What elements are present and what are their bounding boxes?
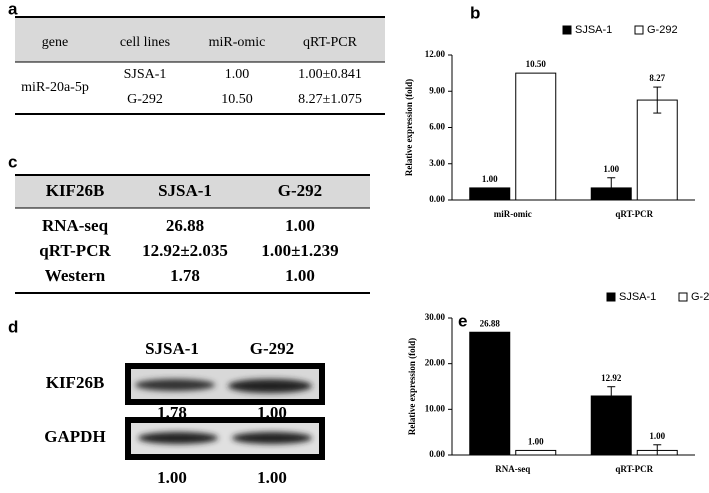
value-label: 1.00 — [603, 164, 619, 174]
table-cell: 10.50 — [221, 92, 253, 107]
value-label: 10.50 — [526, 59, 547, 69]
y-tick-label: 3.00 — [429, 158, 445, 168]
panel-label: d — [8, 317, 18, 336]
blot-band — [135, 379, 215, 391]
bar — [515, 449, 557, 456]
legend-label: SJSA-1 — [575, 24, 612, 36]
table-cell: 1.00 — [285, 266, 315, 285]
legend-label: G-292 — [691, 291, 709, 303]
bar — [469, 187, 511, 201]
legend-label: G-292 — [647, 24, 678, 36]
legend-label: SJSA-1 — [619, 291, 656, 303]
table-cell: miR-20a-5p — [21, 80, 89, 95]
table-cell: 1.78 — [170, 266, 200, 285]
table-cell: RNA-seq — [42, 216, 109, 235]
table-cell: 8.27±1.075 — [298, 92, 362, 107]
error-bar — [653, 444, 662, 455]
x-tick-label: RNA-seq — [495, 464, 530, 474]
blot-band — [138, 432, 218, 444]
value-label: 1.00 — [528, 436, 544, 446]
panel-label: e — [458, 311, 467, 330]
y-tick-label: 6.00 — [429, 122, 445, 132]
x-tick-label: miR-omic — [494, 209, 532, 219]
legend-swatch — [562, 25, 572, 35]
y-tick-label: 20.00 — [425, 358, 446, 368]
blot-label: GAPDH — [44, 427, 105, 446]
bar — [515, 72, 557, 201]
x-tick-label: qRT-PCR — [615, 209, 653, 219]
legend-swatch — [678, 292, 688, 302]
table-header: SJSA-1 — [158, 181, 212, 200]
blot-value: 1.00 — [257, 403, 287, 422]
value-label: 1.00 — [649, 431, 665, 441]
y-tick-label: 12.00 — [425, 49, 446, 59]
table-cell: 1.00 — [285, 216, 315, 235]
panel-label: b — [470, 3, 480, 22]
table-cell: 26.88 — [166, 216, 204, 235]
bar — [469, 331, 511, 456]
value-label: 1.00 — [482, 174, 498, 184]
table-header: cell lines — [120, 35, 170, 50]
y-tick-label: 9.00 — [429, 85, 445, 95]
table-header: KIF26B — [46, 181, 105, 200]
bar — [636, 99, 678, 201]
blot-band — [232, 432, 312, 444]
table-cell: G-292 — [127, 92, 163, 107]
blot-value: 1.00 — [157, 468, 187, 487]
panel-label: c — [8, 152, 17, 171]
table-cell: qRT-PCR — [39, 241, 111, 260]
table-cell: 1.00 — [225, 67, 250, 82]
blot-band — [228, 379, 312, 393]
legend-swatch — [634, 25, 644, 35]
legend-swatch — [606, 292, 616, 302]
error-bar — [653, 86, 662, 114]
y-tick-label: 0.00 — [429, 449, 445, 459]
value-label: 26.88 — [480, 318, 501, 328]
y-tick-label: 0.00 — [429, 194, 445, 204]
y-tick-label: 30.00 — [425, 312, 446, 322]
table-cell: SJSA-1 — [124, 67, 167, 82]
value-label: 8.27 — [649, 73, 665, 83]
error-bar — [607, 386, 616, 406]
lane-label: SJSA-1 — [145, 339, 199, 358]
error-bar — [607, 177, 616, 199]
table-cell: Western — [45, 266, 106, 285]
table-cell: 1.00±0.841 — [298, 67, 362, 82]
blot-value: 1.78 — [157, 403, 187, 422]
y-axis-label: Relative expression (fold) — [407, 338, 417, 435]
x-tick-label: qRT-PCR — [615, 464, 653, 474]
table-cell: 12.92±2.035 — [142, 241, 228, 260]
y-axis-label: Relative expression (fold) — [404, 79, 414, 176]
table-header-bg — [15, 17, 385, 62]
lane-label: G-292 — [250, 339, 294, 358]
table-cell: 1.00±1.239 — [261, 241, 338, 260]
blot-label: KIF26B — [46, 373, 105, 392]
y-tick-label: 10.00 — [425, 403, 446, 413]
table-header: miR-omic — [209, 35, 266, 50]
table-header-bg — [15, 175, 370, 208]
value-label: 12.92 — [601, 373, 622, 383]
table-header: G-292 — [278, 181, 322, 200]
table-header: gene — [42, 35, 68, 50]
table-header: qRT-PCR — [303, 35, 358, 50]
blot-value: 1.00 — [257, 468, 287, 487]
panel-label: a — [8, 0, 18, 18]
